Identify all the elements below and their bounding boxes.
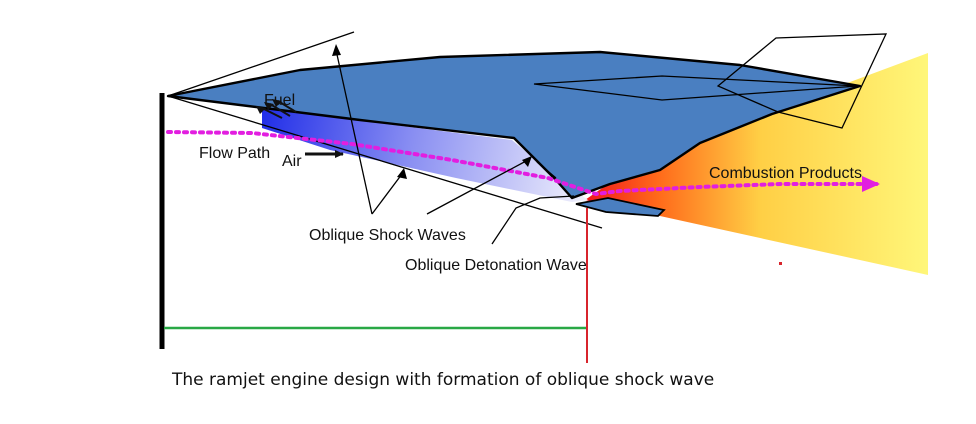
fuel-arrows	[261, 100, 297, 119]
shock-line-upper	[167, 31, 355, 97]
shock-leader-lines	[335, 49, 557, 215]
vehicle-body	[166, 50, 862, 200]
wing-outline	[533, 75, 859, 101]
red-dot	[779, 262, 782, 265]
flow-path-arrowhead	[862, 176, 880, 192]
label-air: Air	[282, 153, 302, 170]
label-fuel: Fuel	[264, 92, 295, 109]
flow-path-line	[166, 130, 882, 197]
caption: The ramjet engine design with formation …	[171, 370, 714, 390]
tail-fin-outline	[716, 33, 888, 129]
shock-line-lower	[167, 95, 603, 229]
label-combustion-products: Combustion Products	[709, 165, 862, 182]
detonation-leader	[491, 195, 575, 245]
fuel-arrowheads	[256, 99, 282, 114]
label-oblique-detonation-wave: Oblique Detonation Wave	[405, 257, 587, 274]
exhaust-plume	[585, 53, 928, 275]
label-oblique-shock-waves: Oblique Shock Waves	[309, 227, 466, 244]
label-flow-path: Flow Path	[199, 145, 270, 162]
cowl-lip	[575, 197, 666, 217]
